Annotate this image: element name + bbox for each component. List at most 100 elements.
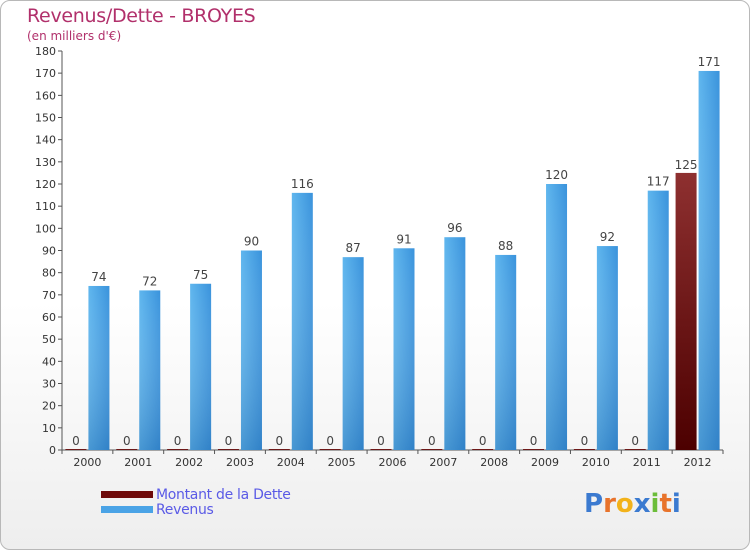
data-label-dette: 0 — [174, 434, 182, 448]
x-tick-label: 2010 — [582, 456, 610, 469]
bar-revenus-shade — [190, 283, 212, 450]
logo-letter: i — [650, 489, 660, 519]
legend-item-revenus: Revenus — [101, 501, 291, 518]
y-tick-label: 10 — [42, 422, 56, 435]
data-label-revenus: 88 — [498, 239, 513, 253]
data-label-dette: 0 — [581, 434, 589, 448]
data-label-dette: 0 — [275, 434, 283, 448]
data-label-dette: 0 — [326, 434, 334, 448]
x-tick-label: 2006 — [379, 456, 407, 469]
data-label-dette: 0 — [72, 434, 80, 448]
data-label-dette: 0 — [631, 434, 639, 448]
bar-revenus-shade — [698, 70, 720, 450]
bar-dette — [370, 449, 392, 450]
x-tick-label: 2003 — [226, 456, 254, 469]
bar-revenus-shade — [495, 254, 517, 450]
x-tick-label: 2011 — [633, 456, 661, 469]
bar-dette — [675, 172, 697, 450]
y-tick-label: 170 — [35, 67, 56, 80]
bar-dette — [421, 449, 443, 450]
x-tick-label: 2008 — [480, 456, 508, 469]
bar-dette — [268, 449, 290, 450]
bar-revenus-shade — [240, 250, 262, 450]
y-tick-label: 100 — [35, 222, 56, 235]
bar-revenus-shade — [546, 184, 568, 450]
data-label-revenus: 116 — [291, 177, 314, 191]
y-tick-label: 150 — [35, 112, 56, 125]
bar-revenus-shade — [88, 285, 110, 450]
bar-dette — [217, 449, 239, 450]
legend-label-dette: Montant de la Dette — [156, 486, 291, 503]
bar-revenus-shade — [393, 248, 415, 450]
x-tick-label: 2005 — [328, 456, 356, 469]
x-tick-label: 2007 — [429, 456, 457, 469]
legend-swatch-revenus — [101, 506, 153, 513]
x-tick-label: 2012 — [684, 456, 712, 469]
data-label-dette: 0 — [530, 434, 538, 448]
y-tick-label: 20 — [42, 400, 56, 413]
bar-dette — [65, 449, 87, 450]
y-tick-label: 80 — [42, 267, 56, 280]
x-tick-label: 2009 — [531, 456, 559, 469]
y-tick-label: 60 — [42, 311, 56, 324]
data-label-revenus: 117 — [647, 175, 670, 189]
data-label-revenus: 90 — [244, 235, 259, 249]
y-tick-label: 0 — [49, 444, 56, 457]
bar-revenus-shade — [291, 192, 313, 450]
y-tick-label: 110 — [35, 200, 56, 213]
data-label-dette: 0 — [123, 434, 131, 448]
logo-letter: o — [615, 489, 634, 519]
y-tick-label: 140 — [35, 134, 56, 147]
data-label-revenus: 92 — [600, 230, 615, 244]
logo-letter: i — [671, 489, 681, 519]
bar-dette — [523, 449, 545, 450]
bar-dette — [573, 449, 595, 450]
legend-item-dette: Montant de la Dette — [101, 486, 291, 503]
data-label-revenus: 74 — [91, 270, 106, 284]
bar-dette — [472, 449, 494, 450]
y-tick-label: 160 — [35, 89, 56, 102]
y-tick-label: 130 — [35, 156, 56, 169]
y-tick-label: 30 — [42, 378, 56, 391]
logo-letter: r — [603, 489, 616, 519]
chart-title: Revenus/Dette - BROYES — [27, 5, 256, 27]
x-tick-label: 2004 — [277, 456, 305, 469]
data-label-revenus: 91 — [396, 232, 411, 246]
bar-revenus-shade — [444, 237, 466, 450]
logo-letter: P — [584, 489, 604, 519]
chart-legend: Montant de la Dette Revenus — [101, 486, 291, 518]
y-tick-label: 90 — [42, 245, 56, 258]
data-label-dette: 0 — [428, 434, 436, 448]
data-label-revenus: 96 — [447, 221, 462, 235]
data-label-revenus: 87 — [346, 241, 361, 255]
logo-letter: x — [633, 489, 651, 519]
bar-dette — [116, 449, 138, 450]
chart-subtitle: (en milliers d'€) — [27, 29, 122, 43]
x-tick-label: 2001 — [124, 456, 152, 469]
x-tick-label: 2002 — [175, 456, 203, 469]
data-label-dette: 0 — [377, 434, 385, 448]
bar-revenus-shade — [342, 257, 364, 450]
bar-revenus-shade — [647, 190, 669, 450]
y-tick-label: 50 — [42, 333, 56, 346]
legend-label-revenus: Revenus — [156, 501, 214, 518]
data-label-revenus: 171 — [698, 55, 721, 69]
data-label-dette: 125 — [675, 158, 698, 172]
logo-letter: t — [659, 489, 672, 519]
bar-dette — [167, 449, 189, 450]
proxiti-logo: Proxiti — [584, 489, 681, 519]
y-tick-label: 40 — [42, 355, 56, 368]
data-label-dette: 0 — [225, 434, 233, 448]
bar-revenus-shade — [139, 290, 161, 450]
bar-dette — [319, 449, 341, 450]
data-label-revenus: 72 — [142, 274, 157, 288]
y-tick-label: 180 — [35, 45, 56, 58]
bar-dette — [624, 449, 646, 450]
legend-swatch-dette — [101, 491, 153, 498]
y-tick-label: 120 — [35, 178, 56, 191]
data-label-dette: 0 — [479, 434, 487, 448]
data-label-revenus: 120 — [545, 168, 568, 182]
y-tick-label: 70 — [42, 289, 56, 302]
